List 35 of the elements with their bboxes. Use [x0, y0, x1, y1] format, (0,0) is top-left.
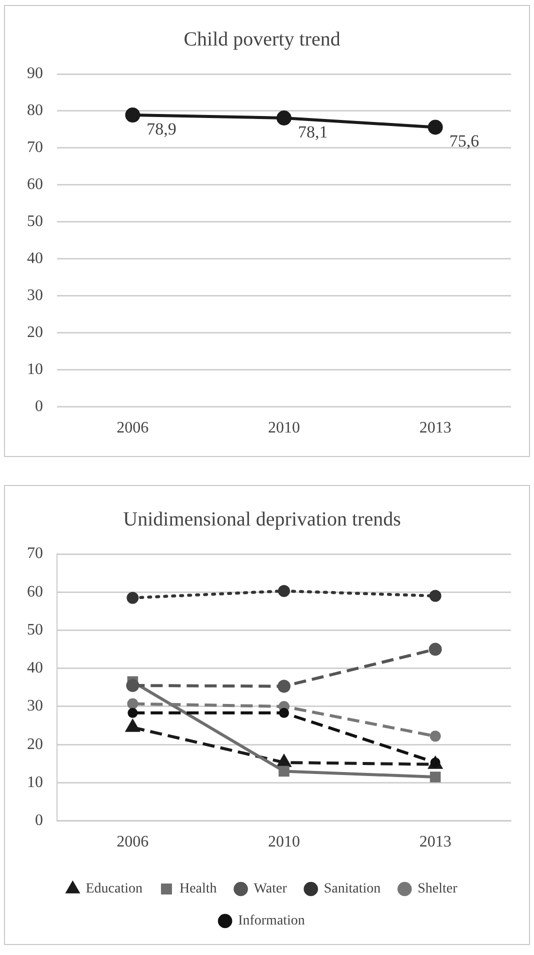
data-label: 75,6: [449, 132, 480, 151]
y-tick-label: 80: [27, 102, 43, 120]
y-tick-label: 0: [35, 398, 43, 416]
x-tick-label: 2013: [419, 420, 452, 437]
legend-label: Sanitation: [324, 882, 381, 897]
data-label: 78,1: [298, 122, 328, 142]
y-tick-label: 30: [27, 287, 43, 304]
legend-label: Health: [179, 882, 217, 897]
y-tick-label: 60: [27, 176, 43, 194]
y-tick-label: 40: [27, 250, 43, 268]
y-tick-label: 50: [27, 621, 43, 638]
y-tick-label: 20: [27, 736, 43, 753]
y-tick-label: 20: [27, 324, 43, 342]
y-tick-label: 30: [27, 698, 43, 715]
legend-label: Education: [86, 882, 142, 897]
x-tick-label: 2006: [116, 834, 149, 851]
x-tick-label: 2010: [268, 834, 300, 851]
chart-title: Child poverty trend: [184, 28, 340, 50]
chart-title: Unidimensional deprivation trends: [123, 508, 402, 530]
y-tick-label: 60: [27, 583, 43, 600]
y-tick-label: 50: [27, 213, 43, 230]
legend-label: Shelter: [418, 882, 458, 897]
y-tick-label: 10: [27, 774, 43, 791]
y-tick-label: 70: [27, 139, 43, 156]
legend-label: Water: [254, 882, 288, 897]
y-tick-label: 70: [27, 545, 43, 562]
y-tick-label: 90: [27, 65, 43, 82]
x-tick-label: 2010: [268, 420, 300, 437]
data-label: 78,9: [146, 120, 176, 139]
x-tick-label: 2006: [116, 420, 149, 437]
y-tick-label: 40: [27, 660, 43, 677]
y-tick-label: 0: [35, 812, 43, 830]
y-tick-label: 10: [27, 361, 43, 378]
legend-label: Information: [238, 914, 305, 929]
x-tick-label: 2013: [419, 834, 452, 851]
